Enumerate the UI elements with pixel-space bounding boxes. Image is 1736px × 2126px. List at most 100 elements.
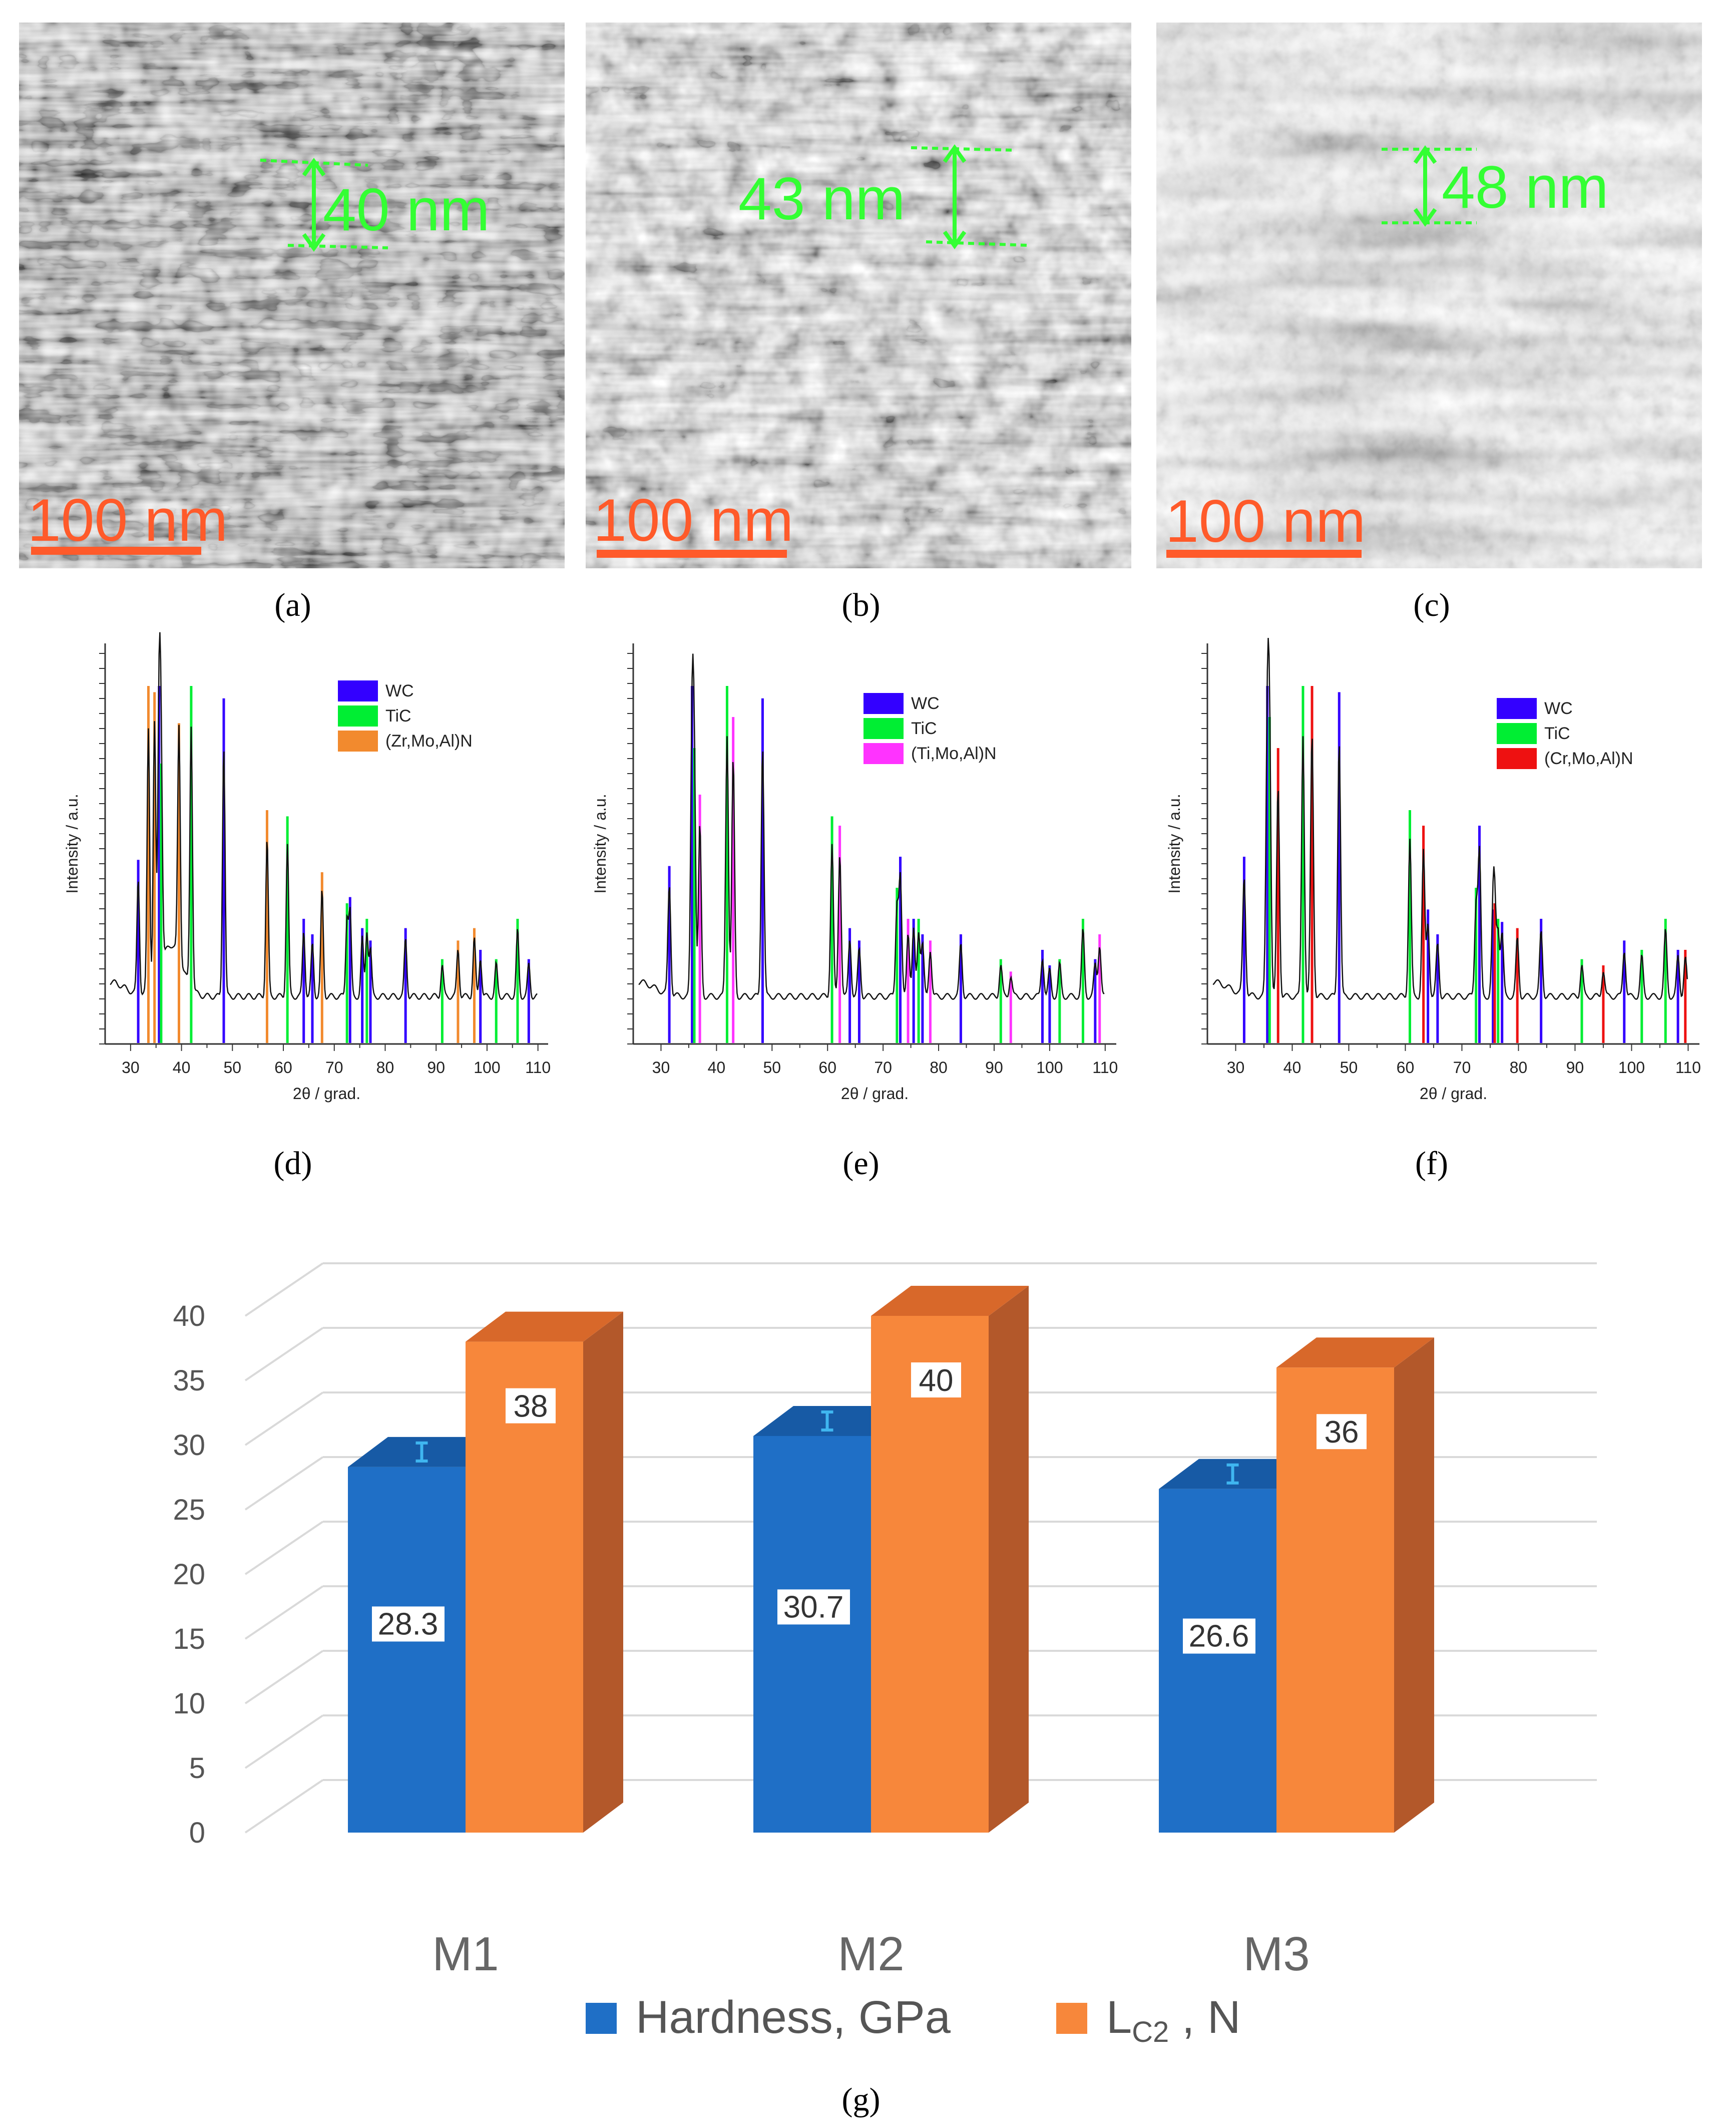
xrd-x-tick-label: 100 — [1618, 1058, 1645, 1077]
bar-lc2 — [466, 1341, 583, 1833]
bar-side — [583, 1311, 623, 1833]
scale-label-b: 100 nm — [593, 487, 793, 554]
xrd-legend-swatch — [1497, 748, 1537, 769]
grid-line-depth — [244, 1521, 324, 1575]
xrd-legend-swatch — [338, 731, 378, 752]
grid-line-depth — [244, 1650, 324, 1704]
y-tick-label: 30 — [173, 1429, 205, 1462]
xrd-y-axis-label: Intensity / a.u. — [591, 794, 609, 893]
xrd-caption: (e) — [842, 1145, 879, 1182]
legend-swatch-lc2 — [1056, 2003, 1087, 2034]
y-tick-label: 10 — [173, 1687, 205, 1720]
xrd-legend-label: WC — [1544, 699, 1573, 718]
xrd-x-tick-label: 110 — [1092, 1058, 1118, 1077]
xrd-x-tick-label: 80 — [930, 1058, 948, 1077]
xrd-x-tick-label: 60 — [1397, 1058, 1415, 1077]
xrd-legend-label: (Zr,Mo,Al)N — [385, 732, 473, 751]
xrd-x-tick-label: 30 — [122, 1058, 140, 1077]
xrd-x-tick-label: 30 — [1227, 1058, 1245, 1077]
measure-arrowhead-top-b — [943, 144, 967, 163]
xrd-measured-pattern — [638, 653, 1105, 1000]
xrd-legend-swatch — [338, 680, 378, 701]
bar-chart-caption: (g) — [842, 2081, 881, 2118]
legend-label-hardness: Hardness, GPa — [636, 1992, 951, 2043]
y-tick-label: 40 — [173, 1300, 205, 1332]
xrd-x-tick-label: 70 — [874, 1058, 892, 1077]
xrd-measured-pattern — [1212, 637, 1688, 1000]
bar-hardness — [753, 1436, 871, 1833]
data-label-box — [372, 1606, 445, 1642]
bar-side — [989, 1286, 1029, 1833]
y-tick-label: 5 — [189, 1752, 205, 1785]
data-label-box — [1183, 1618, 1255, 1654]
measure-label-c: 48 nm — [1442, 154, 1609, 221]
xrd-legend-label: TiC — [1544, 724, 1570, 743]
bar-chart-g: 0 5 10 15 20 25 30 35 40 28.3 38 M1 30.7 40 M2 26.6 36 M3… — [173, 1262, 1597, 2118]
xrd-chart-f: 30 40 50 60 70 80 90 100 110 2θ / grad. Intensity … — [1165, 637, 1701, 1182]
measure-line-bottom-b — [926, 240, 1029, 247]
xrd-x-tick-label: 30 — [652, 1058, 670, 1077]
grid-line-depth — [244, 1391, 324, 1446]
data-label-hardness: 28.3 — [378, 1607, 439, 1641]
data-label-box — [777, 1589, 850, 1625]
y-tick-label: 20 — [173, 1558, 205, 1591]
xrd-caption: (f) — [1415, 1145, 1448, 1182]
xrd-chart-e: 30 40 50 60 70 80 90 100 110 2θ / grad. Intensity … — [591, 643, 1118, 1182]
grid-line-depth — [244, 1714, 324, 1769]
xrd-legend-label: (Cr,Mo,Al)N — [1544, 749, 1633, 768]
xrd-legend-swatch — [863, 743, 904, 764]
y-tick-label: 0 — [189, 1817, 205, 1849]
xrd-x-axis-label: 2θ / grad. — [1420, 1085, 1487, 1103]
data-label-box — [911, 1362, 961, 1397]
xrd-legend-label: WC — [385, 681, 414, 700]
caption-a: (a) — [274, 587, 311, 623]
category-label: M1 — [432, 1927, 499, 1981]
xrd-x-tick-label: 90 — [1566, 1058, 1584, 1077]
xrd-x-tick-label: 50 — [763, 1058, 781, 1077]
grid-line-depth — [244, 1327, 324, 1381]
xrd-chart-d: 30 40 50 60 70 80 90 100 110 2θ / grad. Intensity … — [63, 632, 551, 1182]
scale-bar-c — [1166, 550, 1362, 558]
y-tick-label: 25 — [173, 1494, 205, 1526]
category-label: M3 — [1243, 1927, 1310, 1981]
grid-line-depth — [244, 1779, 324, 1834]
tem-image-a — [19, 23, 565, 568]
xrd-legend-swatch — [1497, 698, 1537, 719]
tem-image-b — [586, 23, 1131, 568]
xrd-legend-label: TiC — [911, 719, 937, 738]
legend-label-lc2: LC2 , N — [1106, 1992, 1240, 2048]
y-tick-label: 15 — [173, 1623, 205, 1655]
xrd-legend-label: (Ti,Mo,Al)N — [911, 744, 997, 763]
xrd-x-tick-label: 90 — [427, 1058, 445, 1077]
grid-line-depth — [244, 1585, 324, 1640]
xrd-x-tick-label: 80 — [376, 1058, 394, 1077]
measure-arrowhead-bottom-a — [302, 233, 326, 252]
xrd-x-tick-label: 100 — [1036, 1058, 1063, 1077]
xrd-legend-label: TiC — [385, 706, 411, 726]
xrd-x-tick-label: 80 — [1510, 1058, 1528, 1077]
tem-panel-a: 40 nm 100 nm — [19, 23, 565, 568]
data-label-hardness: 30.7 — [783, 1590, 844, 1624]
legend-swatch-hardness — [586, 2003, 617, 2034]
scale-label-a: 100 nm — [28, 487, 228, 554]
xrd-x-tick-label: 110 — [525, 1058, 551, 1077]
xrd-legend-label: WC — [911, 694, 940, 713]
xrd-y-axis-label: Intensity / a.u. — [63, 794, 81, 893]
xrd-x-tick-label: 100 — [474, 1058, 500, 1077]
xrd-x-tick-label: 50 — [224, 1058, 242, 1077]
xrd-x-axis-label: 2θ / grad. — [841, 1085, 909, 1103]
xrd-x-tick-label: 110 — [1675, 1058, 1701, 1077]
bar-top — [466, 1311, 623, 1342]
bar-top — [1276, 1337, 1434, 1368]
caption-c: (c) — [1413, 587, 1450, 623]
xrd-x-tick-label: 60 — [274, 1058, 292, 1077]
caption-b: (b) — [842, 587, 881, 623]
xrd-x-axis-label: 2θ / grad. — [293, 1085, 360, 1103]
measure-arrowhead-top-c — [1413, 145, 1437, 164]
measure-arrowhead-top-a — [302, 158, 326, 177]
tem-image-c — [1156, 23, 1702, 568]
xrd-legend-swatch — [863, 693, 904, 714]
bar-top — [871, 1286, 1029, 1316]
grid-line-depth — [244, 1456, 324, 1511]
xrd-x-tick-label: 60 — [818, 1058, 836, 1077]
